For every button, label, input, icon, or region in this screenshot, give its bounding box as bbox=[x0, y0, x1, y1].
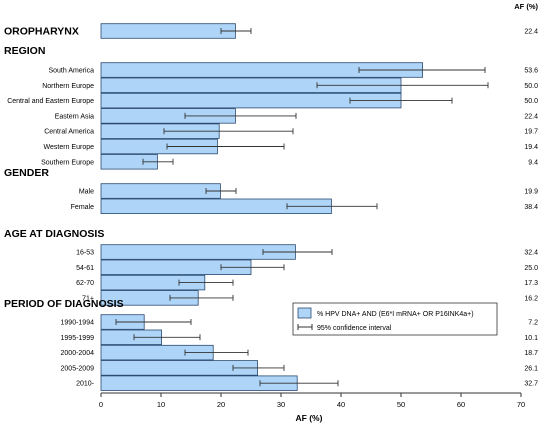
group-oropharynx: OROPHARYNX 22.4 bbox=[4, 23, 538, 39]
category-label: Female bbox=[71, 204, 94, 211]
error-bar bbox=[316, 82, 489, 89]
category-label: Southern Europe bbox=[41, 159, 94, 166]
error-bar bbox=[358, 67, 486, 73]
x-axis: 0 10 20 30 40 50 60 70 AF (%) bbox=[99, 392, 525, 423]
value-label: 10.1 bbox=[524, 335, 538, 342]
group-title: AGE AT DIAGNOSIS bbox=[4, 228, 104, 240]
value-label: 19.9 bbox=[524, 189, 538, 196]
category-label: Male bbox=[79, 189, 94, 196]
category-label: Central and Eastern Europe bbox=[7, 98, 94, 105]
category-label: Western Europe bbox=[44, 144, 95, 151]
value-label: 9.4 bbox=[528, 159, 538, 166]
error-bar bbox=[286, 203, 378, 210]
chart-rows: OROPHARYNX 22.4 REGION South America 53.6 Nor… bbox=[4, 23, 538, 391]
x-tick-label: 30 bbox=[277, 400, 285, 409]
group-title: GENDER bbox=[4, 167, 49, 179]
x-tick-label: 70 bbox=[517, 400, 525, 409]
value-label: 53.6 bbox=[524, 68, 538, 75]
error-bar bbox=[349, 97, 453, 104]
value-label: 25.0 bbox=[524, 265, 538, 272]
group-gender: GENDER Male 19.9 Female 38.4 bbox=[4, 167, 538, 215]
legend-box bbox=[292, 302, 498, 336]
bar bbox=[100, 23, 236, 39]
error-bar bbox=[220, 264, 285, 271]
category-label: 54-61 bbox=[76, 265, 94, 272]
value-label: 22.4 bbox=[524, 29, 538, 36]
error-bar bbox=[142, 158, 174, 165]
value-label: 18.7 bbox=[524, 350, 538, 357]
error-bar bbox=[166, 143, 285, 150]
x-tick-label: 40 bbox=[337, 400, 345, 409]
error-bar bbox=[178, 279, 234, 286]
error-bar bbox=[169, 294, 234, 301]
group-period-of-diagnosis: PERIOD OF DIAGNOSIS 1990-1994 7.2 1995-1999… bbox=[4, 298, 538, 391]
group-region: REGION South America 53.6 Northern Europe 50… bbox=[4, 45, 538, 170]
error-bar bbox=[115, 319, 192, 325]
error-bar bbox=[262, 249, 333, 255]
legend-ci-swatch bbox=[297, 324, 313, 330]
legend-bar-label: % HPV DNA+ AND (E6*I mRNA+ OR P16INK4a+) bbox=[317, 311, 474, 318]
error-bar bbox=[205, 188, 237, 194]
group-title: OROPHARYNX bbox=[4, 26, 79, 38]
legend: % HPV DNA+ AND (E6*I mRNA+ OR P16INK4a+)… bbox=[292, 302, 498, 336]
value-label: 7.2 bbox=[528, 320, 538, 327]
category-label: Eastern Asia bbox=[55, 113, 94, 120]
category-label: Northern Europe bbox=[42, 83, 94, 90]
category-label: 1995-1999 bbox=[61, 335, 95, 342]
category-label: 2005-2009 bbox=[61, 365, 95, 372]
value-label: 22.4 bbox=[524, 113, 538, 120]
x-tick-label: 20 bbox=[217, 400, 225, 409]
category-label: 2010- bbox=[76, 381, 95, 388]
legend-ci-label: 95% confidence interval bbox=[317, 325, 392, 332]
legend-bar-swatch bbox=[297, 307, 312, 319]
value-column-header: AF (%) bbox=[514, 2, 538, 11]
value-label: 17.3 bbox=[524, 280, 538, 287]
error-bar bbox=[184, 349, 249, 356]
error-bar bbox=[133, 334, 201, 341]
x-axis-title: AF (%) bbox=[296, 413, 323, 423]
category-label: South America bbox=[48, 68, 94, 75]
x-tick-label: 0 bbox=[99, 400, 103, 409]
error-bar bbox=[220, 28, 252, 34]
value-label: 50.0 bbox=[524, 98, 538, 105]
value-label: 50.0 bbox=[524, 83, 538, 90]
group-title: PERIOD OF DIAGNOSIS bbox=[4, 298, 124, 310]
x-tick-label: 50 bbox=[397, 400, 405, 409]
category-label: 71+ bbox=[82, 295, 94, 302]
category-label: 16-53 bbox=[76, 250, 94, 257]
value-label: 38.4 bbox=[524, 204, 538, 211]
category-label: 2000-2004 bbox=[61, 350, 95, 357]
error-bar bbox=[184, 112, 297, 119]
category-label: 62-70 bbox=[76, 280, 94, 287]
group-title: REGION bbox=[4, 45, 45, 57]
error-bar bbox=[163, 128, 294, 135]
x-tick-label: 60 bbox=[457, 400, 465, 409]
x-axis-ticks: 0 10 20 30 40 50 60 70 bbox=[99, 393, 525, 409]
category-label: 1990-1994 bbox=[61, 320, 95, 327]
group-age-at-diagnosis: AGE AT DIAGNOSIS 16-53 32.4 54-61 25.0 62-70 1… bbox=[4, 228, 538, 306]
error-bar bbox=[232, 364, 285, 371]
value-label: 19.4 bbox=[524, 144, 538, 151]
value-label: 26.1 bbox=[524, 365, 538, 372]
x-tick-label: 10 bbox=[157, 400, 165, 409]
value-label: 16.2 bbox=[524, 295, 538, 302]
value-label: 19.7 bbox=[524, 129, 538, 136]
bar bbox=[100, 183, 221, 199]
value-label: 32.7 bbox=[524, 381, 538, 388]
category-label: Central America bbox=[44, 129, 94, 136]
value-label: 32.4 bbox=[524, 250, 538, 257]
error-bar bbox=[259, 380, 339, 387]
